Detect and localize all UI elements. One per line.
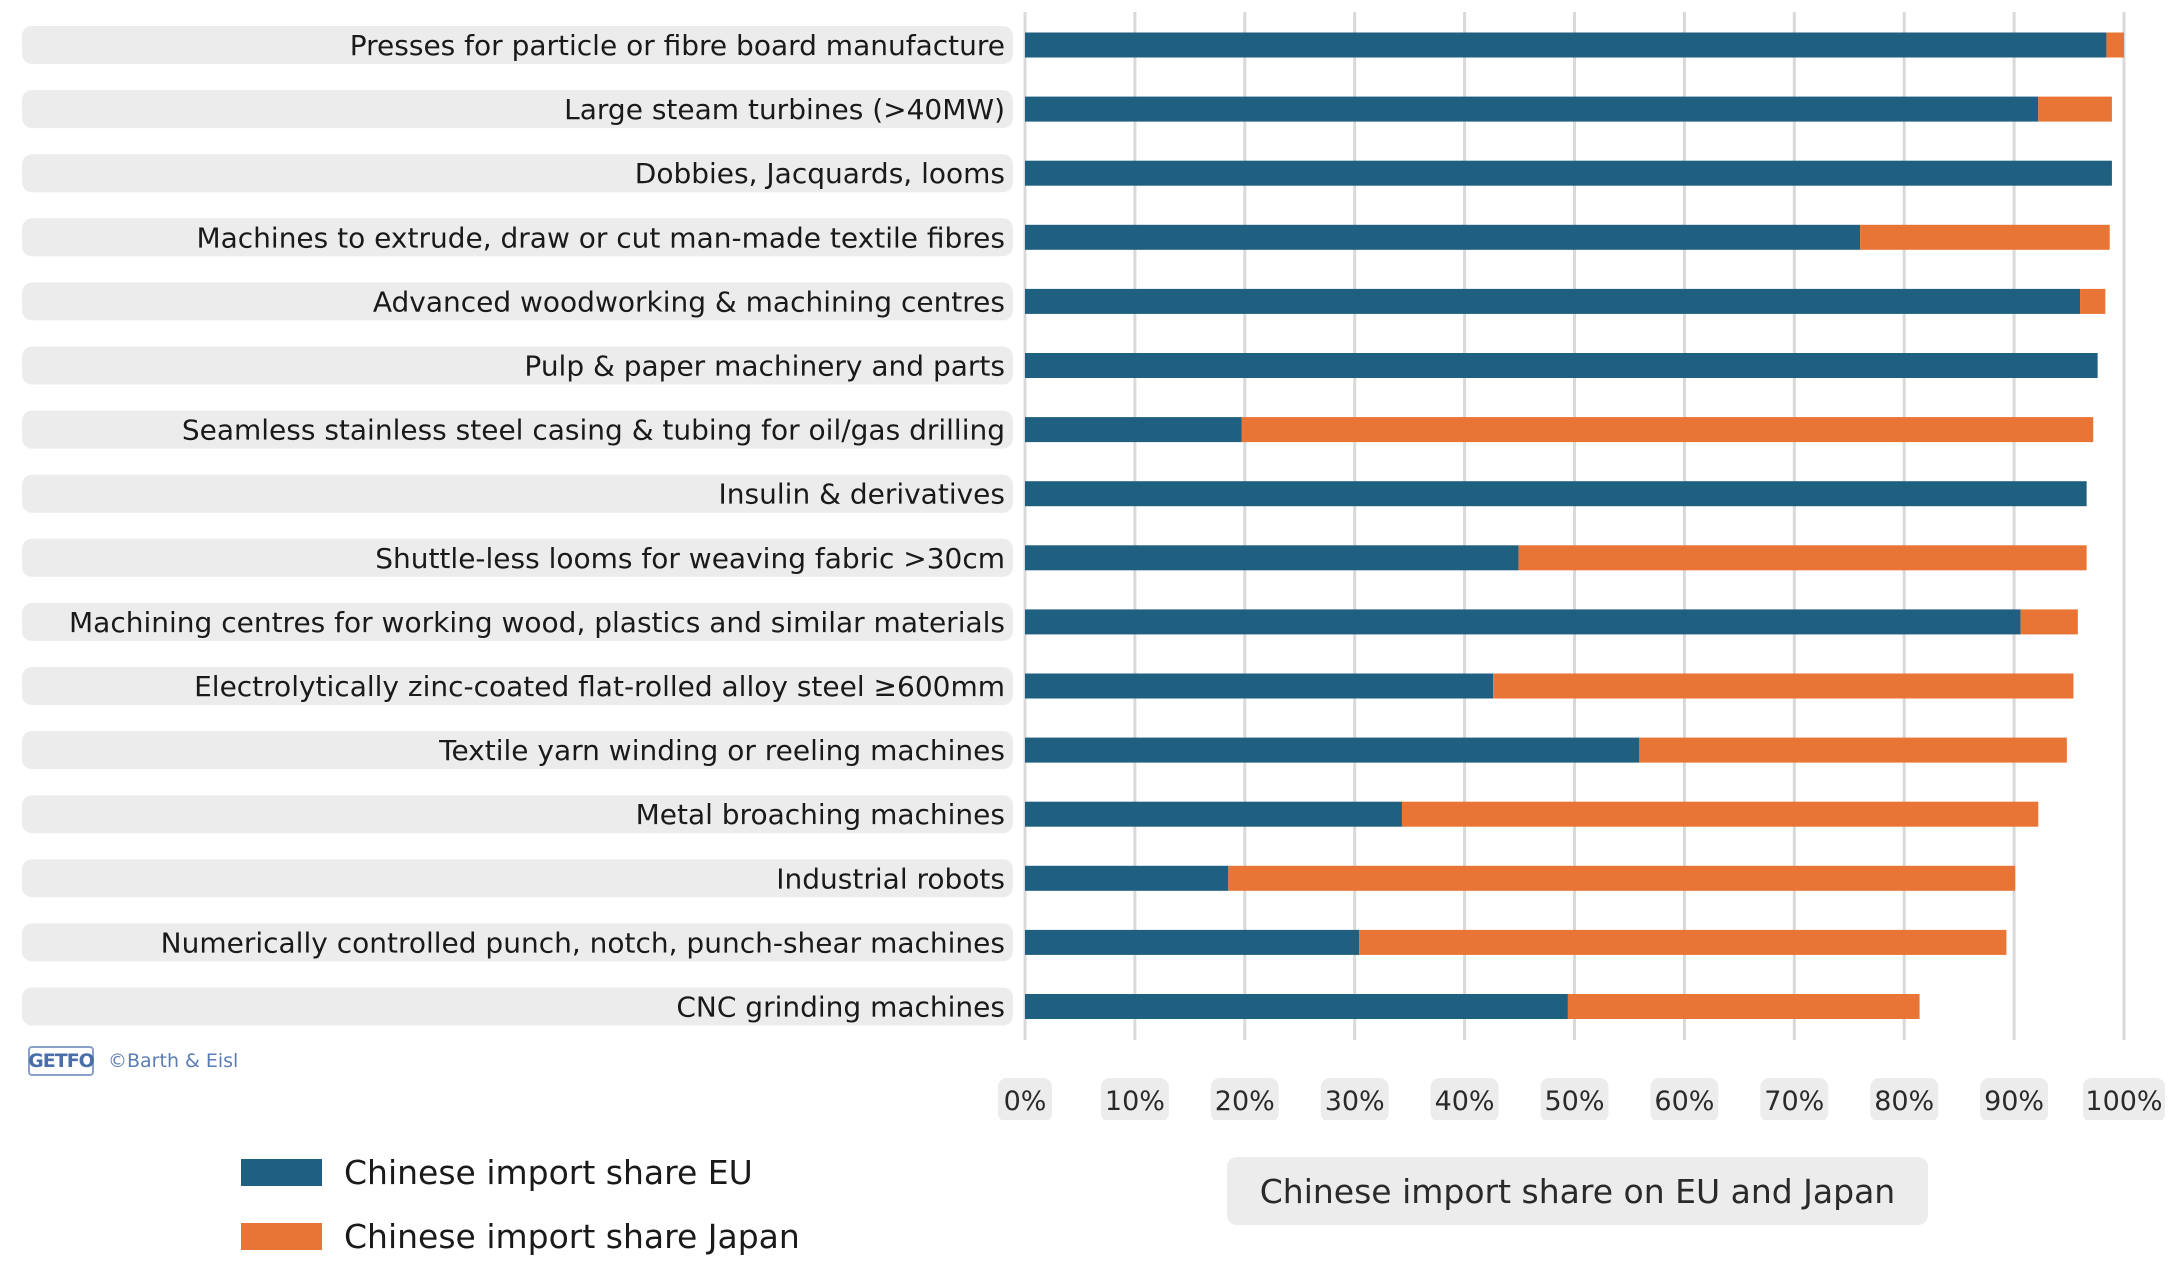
category-label: Advanced woodworking & machining centres — [373, 285, 1005, 318]
bar-eu — [1025, 160, 2112, 186]
category-label-bg — [22, 154, 1013, 193]
category-label: Large steam turbines (>40MW) — [564, 93, 1005, 126]
bar-japan — [2106, 32, 2124, 58]
legend-item-eu: Chinese import share EU — [241, 1140, 800, 1204]
x-tick-label-bg — [1100, 1078, 1169, 1120]
bars — [1025, 32, 2124, 1019]
bar-eu — [1025, 481, 2087, 507]
x-tick-label: 20% — [1215, 1086, 1275, 1117]
bar-japan — [1493, 673, 2074, 699]
category-label-bg — [22, 602, 1013, 641]
category-label-bg — [22, 795, 1013, 834]
bar-eu — [1025, 545, 1519, 571]
category-label: Industrial robots — [776, 862, 1005, 895]
x-tick-label-bg — [998, 1078, 1052, 1120]
x-tick-label: 60% — [1654, 1086, 1714, 1117]
category-label-bg — [22, 346, 1013, 385]
category-label-bg — [22, 410, 1013, 449]
x-tick-label-bg — [1320, 1078, 1389, 1120]
x-tick-label-bg — [1870, 1078, 1939, 1120]
bar-japan — [2020, 609, 2078, 635]
bar-eu — [1025, 609, 2021, 635]
bar-eu — [1025, 288, 2081, 314]
bar-japan — [1639, 737, 2067, 763]
category-label-bg — [22, 987, 1013, 1026]
bar-eu — [1025, 994, 1568, 1019]
category-label: Metal broaching machines — [636, 798, 1005, 831]
category-label-bg — [22, 90, 1013, 129]
legend-label-japan: Chinese import share Japan — [344, 1216, 800, 1256]
legend-label-eu: Chinese import share EU — [344, 1152, 753, 1192]
bar-japan — [1567, 994, 1920, 1019]
x-axis-title: Chinese import share on EU and Japan — [1227, 1157, 1928, 1225]
x-tick-label-bg — [2083, 1078, 2165, 1120]
x-tick-label: 90% — [1984, 1086, 2044, 1117]
category-label: Textile yarn winding or reeling machines — [438, 734, 1005, 767]
bar-japan — [1860, 224, 2110, 250]
bar-japan — [2080, 288, 2106, 314]
x-axis-ticks: 0% 10% 20% 30% 40% 50% 60% 70% 80% 90% 100% — [998, 1078, 2165, 1120]
x-tick-label-bg — [1650, 1078, 1719, 1120]
category-label: Seamless stainless steel casing & tubing… — [182, 414, 1005, 447]
category-label: CNC grinding machines — [676, 991, 1005, 1024]
bar-japan — [1228, 865, 2016, 891]
category-label: Machines to extrude, draw or cut man-mad… — [196, 221, 1005, 254]
category-label-bg — [22, 923, 1013, 962]
legend-swatch-japan — [241, 1222, 322, 1250]
bar-eu — [1025, 224, 1861, 250]
category-label-bg — [22, 859, 1013, 898]
bar-eu — [1025, 801, 1402, 827]
bar-japan — [1401, 801, 2039, 827]
category-label: Pulp & paper machinery and parts — [524, 350, 1005, 383]
category-label: Dobbies, Jacquards, looms — [635, 157, 1005, 190]
category-label-bg — [22, 282, 1013, 321]
category-label: Machining centres for working wood, plas… — [69, 606, 1005, 639]
category-labels: Presses for particle or fibre board manu… — [22, 26, 1013, 1026]
bar-japan — [1518, 545, 2087, 571]
x-tick-label-bg — [1540, 1078, 1609, 1120]
bar-eu — [1025, 673, 1494, 699]
x-tick-label-bg — [1760, 1078, 1829, 1120]
x-tick-label: 70% — [1764, 1086, 1824, 1117]
x-tick-label: 100% — [2085, 1086, 2162, 1117]
stacked-bar-chart: Presses for particle or fibre board manu… — [22, 12, 2165, 1120]
x-tick-label: 40% — [1435, 1086, 1495, 1117]
x-tick-label-bg — [1210, 1078, 1279, 1120]
bar-eu — [1025, 96, 2039, 122]
x-tick-label: 0% — [1004, 1086, 1047, 1117]
category-label-bg — [22, 731, 1013, 770]
category-label: Numerically controlled punch, notch, pun… — [161, 926, 1005, 959]
category-label: Electrolytically zinc-coated flat-rolled… — [194, 670, 1005, 703]
category-label: Presses for particle or fibre board manu… — [350, 29, 1005, 62]
credit: GETFO ©Barth & Eisl — [28, 1046, 238, 1076]
x-tick-label: 30% — [1325, 1086, 1385, 1117]
bar-japan — [2038, 96, 2112, 122]
category-label-bg — [22, 474, 1013, 513]
legend: Chinese import share EU Chinese import s… — [241, 1140, 800, 1268]
x-tick-label-bg — [1430, 1078, 1499, 1120]
category-label: Shuttle-less looms for weaving fabric >3… — [375, 542, 1005, 575]
x-tick-label: 10% — [1105, 1086, 1165, 1117]
bar-japan — [1241, 417, 2094, 443]
bar-eu — [1025, 417, 1242, 443]
x-tick-label: 80% — [1874, 1086, 1934, 1117]
legend-item-japan: Chinese import share Japan — [241, 1204, 800, 1268]
x-tick-label-bg — [1980, 1078, 2049, 1120]
x-tick-label: 50% — [1544, 1086, 1604, 1117]
category-label-bg — [22, 26, 1013, 64]
category-label-bg — [22, 538, 1013, 577]
category-label: Insulin & derivatives — [719, 478, 1005, 511]
legend-swatch-eu — [241, 1158, 322, 1186]
bar-eu — [1025, 353, 2098, 378]
bar-japan — [1359, 929, 2007, 955]
bar-eu — [1025, 737, 1640, 763]
getfo-logo: GETFO — [28, 1046, 95, 1076]
bar-eu — [1025, 929, 1360, 955]
category-label-bg — [22, 667, 1013, 705]
category-label-bg — [22, 218, 1013, 257]
bar-eu — [1025, 32, 2107, 58]
credit-text: ©Barth & Eisl — [108, 1050, 239, 1072]
bar-eu — [1025, 865, 1229, 891]
